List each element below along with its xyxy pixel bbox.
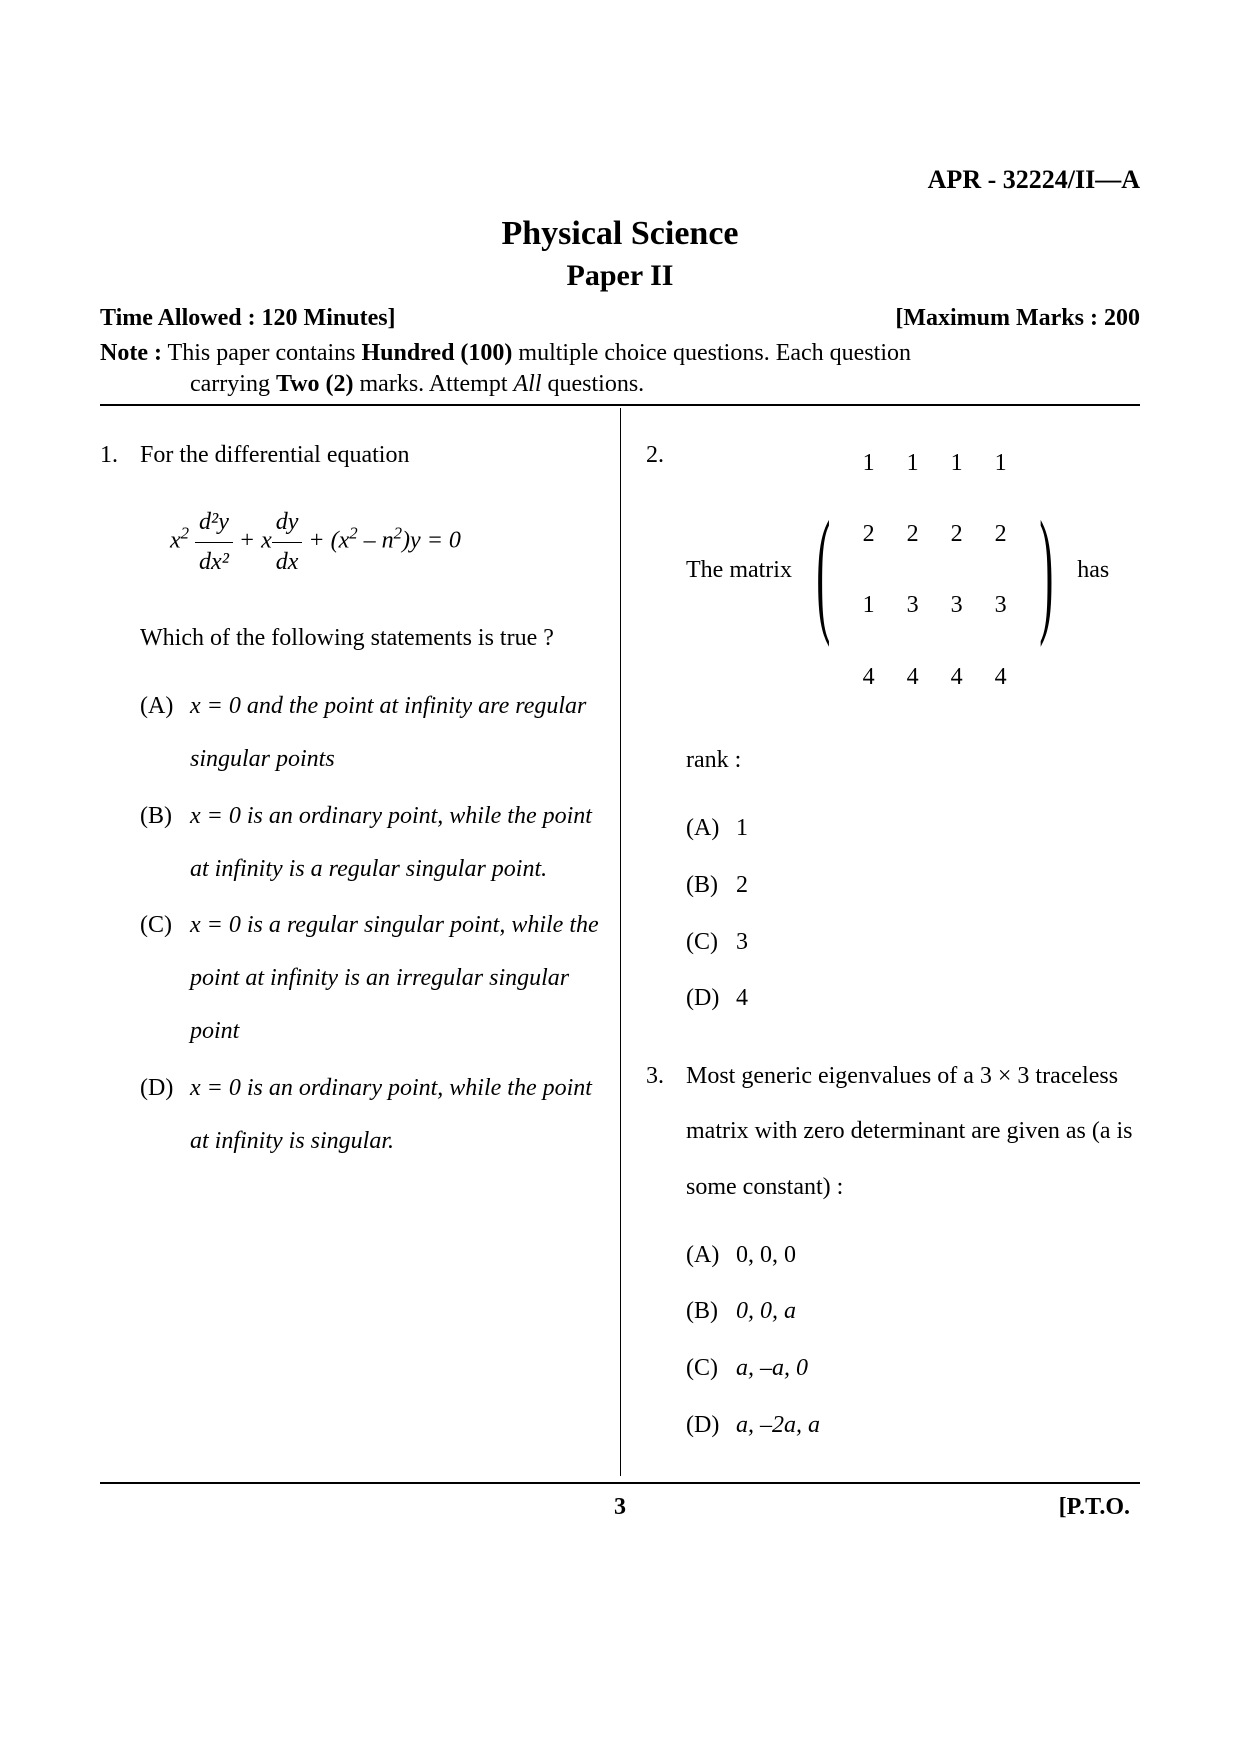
q3-text: Most generic eigenvalues of a 3 × 3 trac… [686,1049,1140,1215]
exam-title: Physical Science [100,215,1140,253]
note-line1: Note : This paper contains Hundred (100)… [100,340,1140,367]
q3-options: (A)0, 0, 0 (B)0, 0, a (C)a, –a, 0 (D)a, … [686,1229,1140,1452]
opt-label: (D) [686,1399,736,1452]
q2-line: The matrix ( 1111222213334444 ) has [686,428,1140,713]
left-column: 1. For the differential equation x2 d²yd… [100,408,620,1476]
opt-text: 0, 0, 0 [736,1229,796,1282]
exam-code: APR - 32224/II—A [100,165,1140,195]
opt-label: (A) [686,1229,736,1282]
opt-text: x = 0 is an ordinary point, while the po… [190,790,605,896]
q1-text2: Which of the following statements is tru… [140,611,605,666]
note-text: questions. [542,371,645,397]
opt-label: (D) [686,972,736,1025]
note-bold: Two (2) [276,371,354,397]
q3-option-d: (D)a, –2a, a [686,1399,1140,1452]
question-3: 3. Most generic eigenvalues of a 3 × 3 t… [646,1049,1140,1456]
opt-label: (B) [686,1285,736,1338]
q2-text-after: has [1077,543,1109,598]
opt-label: (C) [686,1342,736,1395]
opt-label: (B) [140,790,190,896]
q1-number: 1. [100,428,140,1171]
note-line2: carrying Two (2) marks. Attempt All ques… [100,371,1140,398]
footer: 3 [P.T.O. [100,1494,1140,1521]
q2-text-before: The matrix [686,543,792,598]
paren-right: ) [1039,511,1053,630]
question-columns: 1. For the differential equation x2 d²yd… [100,408,1140,1476]
q3-body: Most generic eigenvalues of a 3 × 3 trac… [686,1049,1140,1456]
note-text: marks. Attempt [354,371,514,397]
q2-matrix: ( 1111222213334444 ) [800,428,1069,713]
q2-option-b: (B)2 [686,859,1140,912]
q1-option-d: (D)x = 0 is an ordinary point, while the… [140,1062,605,1168]
right-column: 2. The matrix ( 1111222213334444 ) has r… [620,408,1140,1476]
q1-option-b: (B)x = 0 is an ordinary point, while the… [140,790,605,896]
q2-options: (A)1 (B)2 (C)3 (D)4 [686,802,1140,1025]
max-marks: [Maximum Marks : 200 [895,305,1140,332]
q1-option-c: (C)x = 0 is a regular singular point, wh… [140,899,605,1057]
opt-text: 2 [736,859,748,912]
q2-option-a: (A)1 [686,802,1140,855]
opt-text: 3 [736,916,748,969]
question-1: 1. For the differential equation x2 d²yd… [100,428,605,1171]
meta-row: Time Allowed : 120 Minutes] [Maximum Mar… [100,305,1140,332]
q1-options: (A)x = 0 and the point at infinity are r… [140,680,605,1167]
q3-option-a: (A)0, 0, 0 [686,1229,1140,1282]
q2-number: 2. [646,428,686,1029]
q3-option-c: (C)a, –a, 0 [686,1342,1140,1395]
q2-body: The matrix ( 1111222213334444 ) has rank… [686,428,1140,1029]
note-text: multiple choice questions. Each question [512,340,911,366]
time-allowed: Time Allowed : 120 Minutes] [100,305,396,332]
q2-text2: rank : [686,733,1140,788]
q1-equation: x2 d²ydx² + xdydx + (x2 – n2)y = 0 [170,503,605,581]
matrix-table: 1111222213334444 [847,428,1023,713]
note-text: carrying [190,371,276,397]
opt-text: x = 0 and the point at infinity are regu… [190,680,605,786]
opt-text: a, –2a, a [736,1399,820,1452]
opt-label: (C) [686,916,736,969]
opt-text: 0, 0, a [736,1285,796,1338]
q2-option-c: (C)3 [686,916,1140,969]
q3-option-b: (B)0, 0, a [686,1285,1140,1338]
q1-option-a: (A)x = 0 and the point at infinity are r… [140,680,605,786]
paren-left: ( [816,511,830,630]
q3-number: 3. [646,1049,686,1456]
opt-label: (C) [140,899,190,1057]
q2-option-d: (D)4 [686,972,1140,1025]
opt-text: x = 0 is a regular singular point, while… [190,899,605,1057]
pto: [P.T.O. [1059,1494,1130,1521]
opt-text: 1 [736,802,748,855]
note-prefix: Note : [100,340,162,366]
page-number: 3 [614,1494,626,1521]
q1-text: For the differential equation [140,428,605,483]
opt-label: (A) [686,802,736,855]
opt-label: (D) [140,1062,190,1168]
opt-text: a, –a, 0 [736,1342,808,1395]
exam-subtitle: Paper II [100,259,1140,293]
question-2: 2. The matrix ( 1111222213334444 ) has r… [646,428,1140,1029]
opt-text: 4 [736,972,748,1025]
opt-label: (B) [686,859,736,912]
note-italic: All [514,371,542,397]
divider-bottom [100,1482,1140,1484]
note-bold: Hundred (100) [361,340,512,366]
opt-label: (A) [140,680,190,786]
divider-top [100,404,1140,406]
note-text: This paper contains [162,340,362,366]
opt-text: x = 0 is an ordinary point, while the po… [190,1062,605,1168]
q1-body: For the differential equation x2 d²ydx² … [140,428,605,1171]
